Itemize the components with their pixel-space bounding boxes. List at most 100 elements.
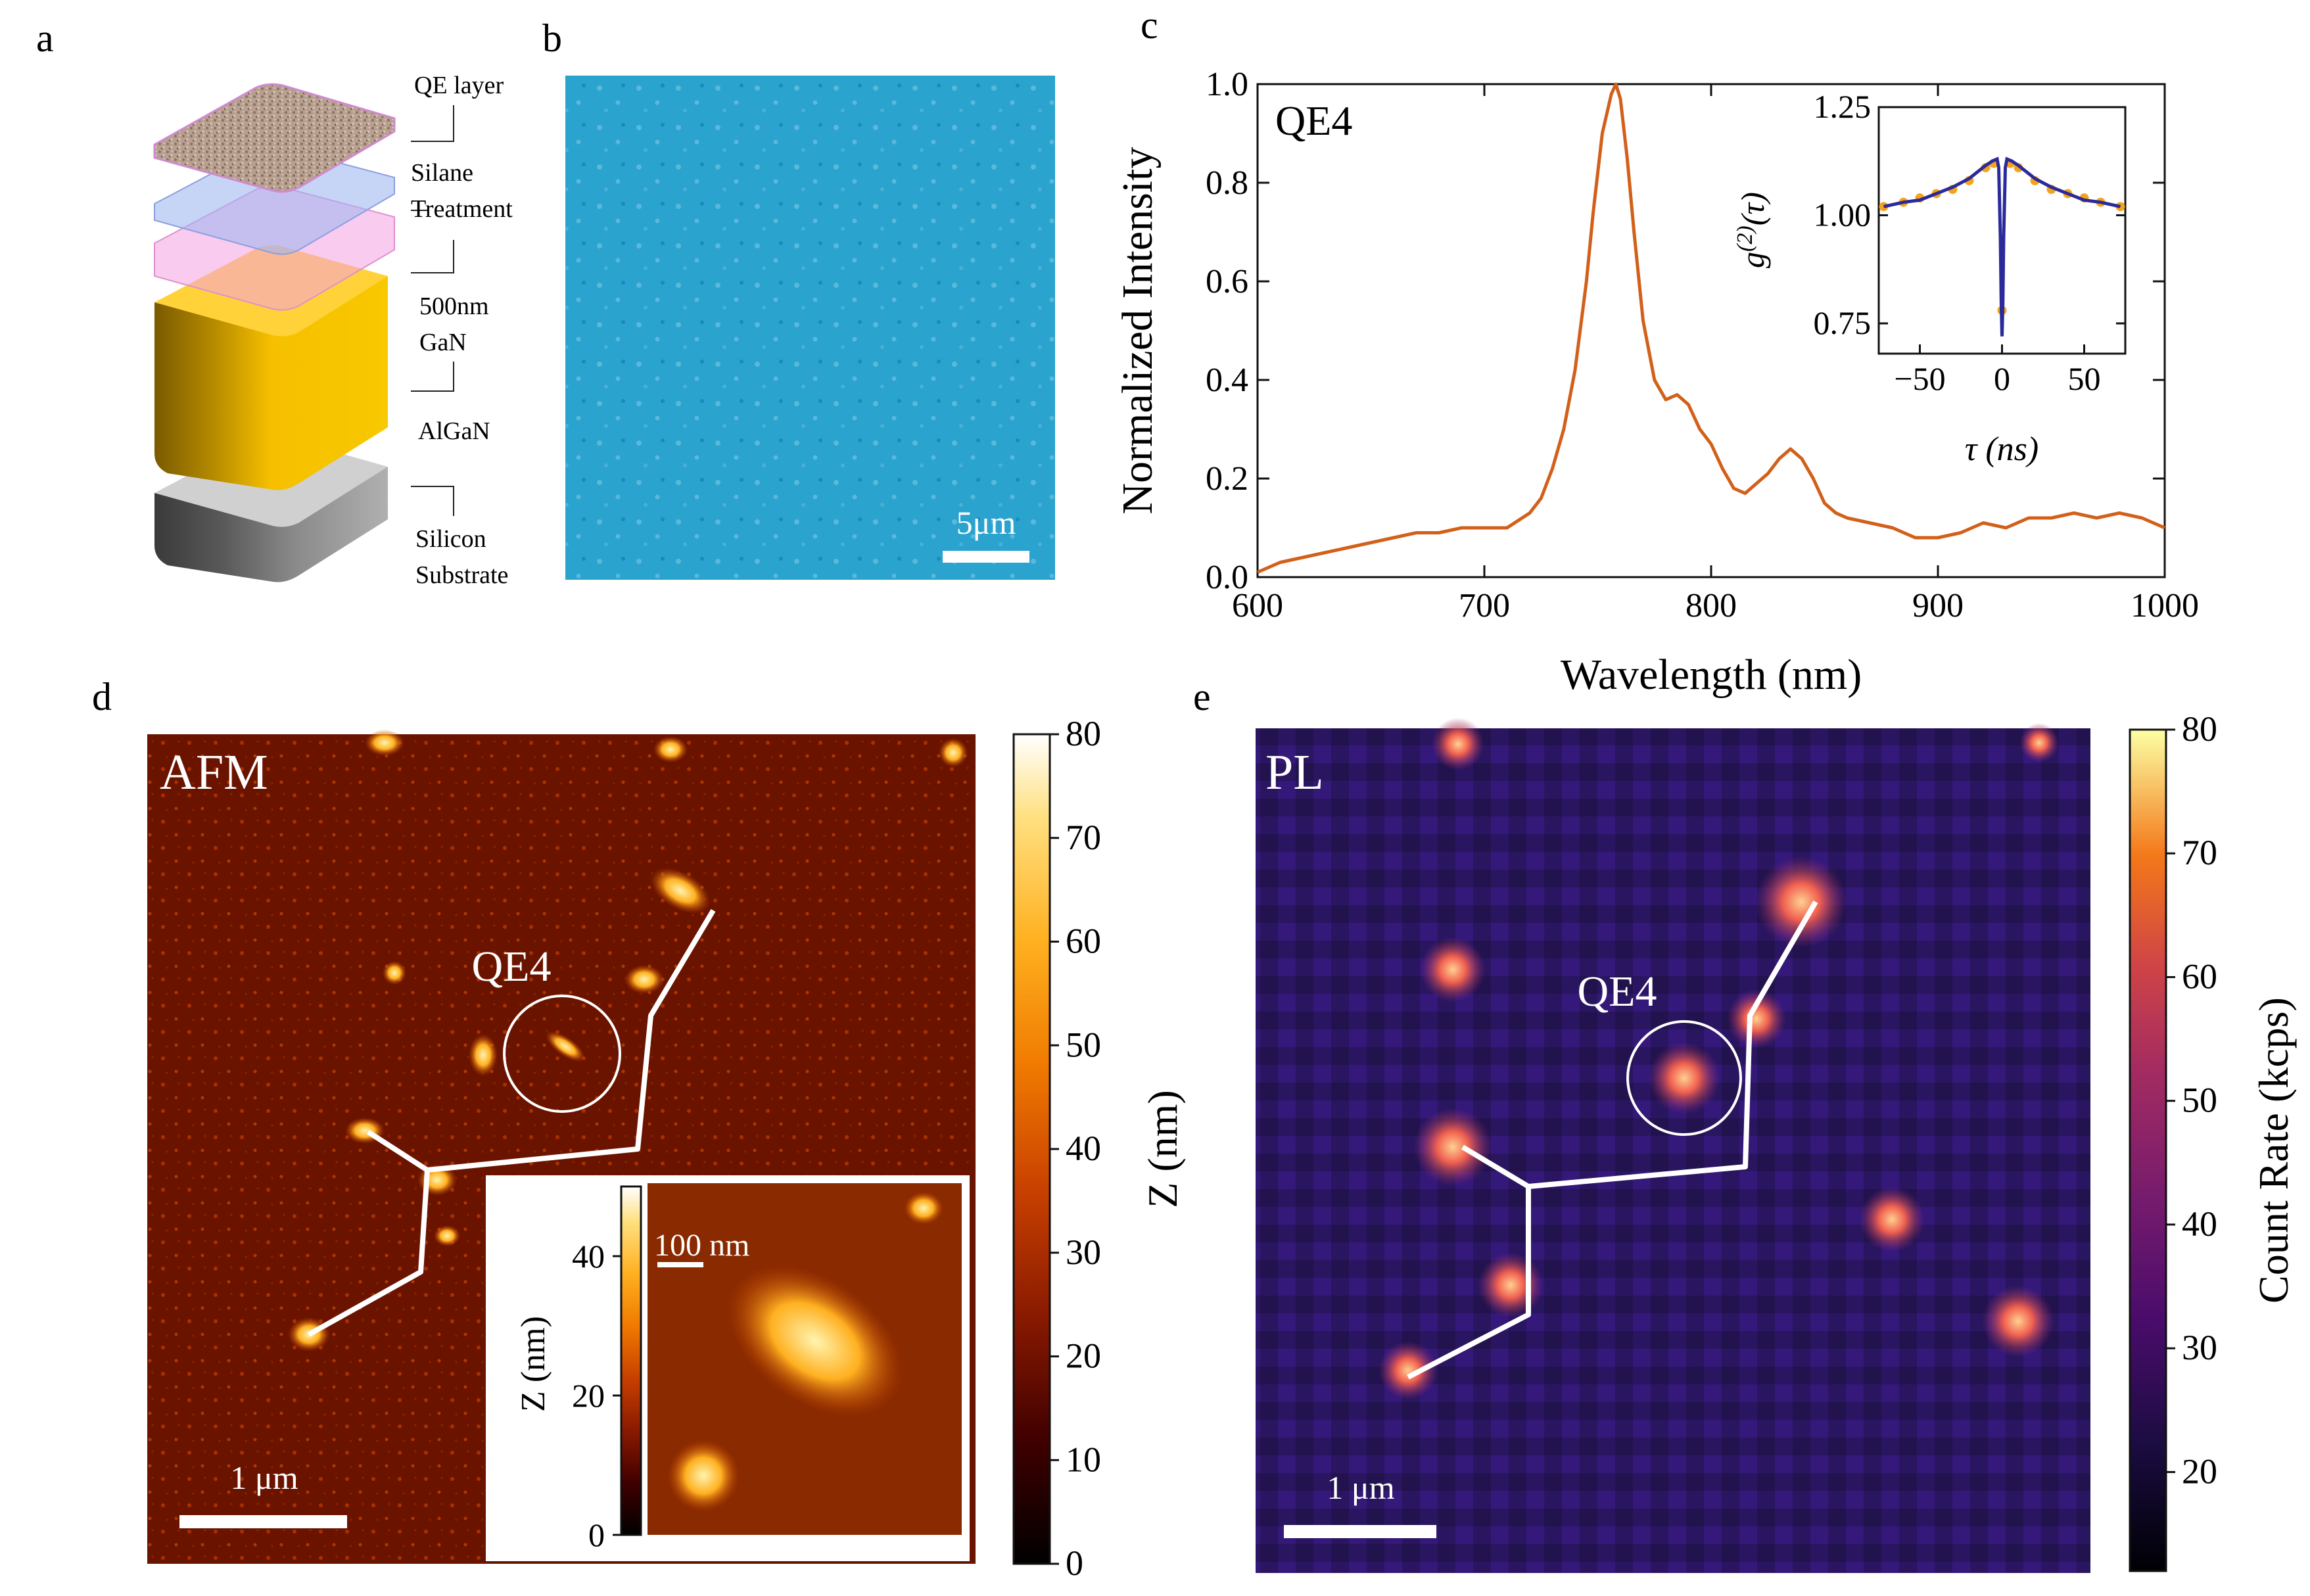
y-tick-label: 0.8 [1206, 164, 1248, 202]
afm-particle [469, 1034, 498, 1076]
inset-colorbar [620, 1185, 642, 1536]
inset-x-tick-label: 0 [1994, 360, 2010, 397]
qe4-circle-d [503, 995, 621, 1113]
afm-particle [546, 1031, 585, 1062]
inset-colorbar-label: Z (nm) [515, 1316, 552, 1412]
inset-colorbar-ticks: 0 20 40 [572, 1238, 621, 1553]
pl-spot [1432, 718, 1484, 770]
inset-y-label-sup: (2) [1733, 225, 1757, 252]
inset-scalebar [657, 1262, 703, 1267]
optical-image [565, 76, 1055, 580]
inset-scalebar-label: 100 nm [654, 1228, 749, 1263]
inset-y-label-arg: (τ) [1734, 192, 1771, 225]
afm-particle [625, 965, 664, 994]
afm-colorbar-ticks: 0 10 20 30 40 50 60 70 80 [1050, 714, 1101, 1583]
x-ticks: 600 700 800 900 1000 [1232, 84, 2199, 624]
inset-x-label: τ (ns) [1965, 431, 2039, 468]
afm-inset-particle [726, 1264, 904, 1418]
afm-path-branch [366, 1129, 429, 1173]
x-tick-label: 800 [1685, 587, 1737, 624]
g2-point [1879, 202, 1889, 212]
afm-particle [365, 730, 404, 756]
label-silane: Silane Treatment [411, 159, 513, 223]
colorbar-tick-label: 0 [1066, 1543, 1083, 1583]
label-silane-line1: Silane [411, 159, 473, 187]
y-tick-label: 0.6 [1206, 263, 1248, 300]
g2-point [2115, 202, 2125, 212]
afm-colorbar-label: Z (nm) [1139, 1090, 1186, 1208]
pl-spot [1982, 1285, 2054, 1357]
colorbar-tick-label: 60 [2182, 956, 2217, 996]
pl-spot [1379, 1341, 1438, 1400]
label-gan: 500nm GaN [419, 293, 489, 356]
pl-colorbar [2129, 728, 2167, 1572]
x-tick-label: 900 [1912, 587, 1964, 624]
colorbar-tick-label: 70 [2182, 833, 2217, 872]
inset-ticks: −50 0 50 0.75 1.00 1.25 [1814, 88, 2125, 397]
colorbar-tick-label: 80 [2182, 709, 2217, 749]
y-tick-label: 0.0 [1206, 559, 1248, 596]
qe4-label-d: QE4 [472, 943, 552, 991]
pl-image [1256, 728, 2090, 1573]
pl-spot [1478, 1252, 1544, 1318]
qe-layer [153, 83, 396, 193]
pl-spot [1413, 1108, 1492, 1186]
label-algan: AlGaN [418, 417, 490, 445]
pl-spot [1420, 937, 1486, 1002]
pl-colorbar-ticks: 20 30 40 50 60 70 80 [2166, 709, 2217, 1491]
panel-label-b: b [542, 16, 562, 60]
colorbar-tick-label: 20 [2182, 1451, 2217, 1491]
leader-line [411, 240, 454, 273]
colorbar-tick-label: 10 [1066, 1440, 1101, 1479]
colorbar-tick-label: 30 [2182, 1328, 2217, 1367]
afm-path-line [308, 908, 716, 1337]
x-tick-label: 700 [1459, 587, 1510, 624]
spectrum-line [1257, 82, 2165, 574]
colorbar-tick-label: 40 [2182, 1204, 2217, 1244]
x-tick-label: 600 [1232, 587, 1283, 624]
y-tick-label: 0.4 [1206, 362, 1248, 399]
colorbar-tick-label: 70 [1066, 818, 1101, 857]
pl-path-line [1407, 900, 1818, 1380]
afm-particle [939, 738, 968, 767]
pl-spot [2019, 723, 2059, 763]
qe4-circle-e [1626, 1020, 1742, 1136]
afm-particle [434, 1225, 460, 1246]
scalebar-b-label: 5μm [956, 504, 1016, 541]
x-tick-label: 1000 [2131, 587, 2199, 624]
label-silicon-line2: Substrate [415, 561, 508, 589]
optical-image-panel: 5μm [565, 76, 1055, 580]
colorbar-tick-label: 50 [1066, 1025, 1101, 1064]
pl-spot [1648, 1042, 1720, 1114]
chart-tag: QE4 [1275, 97, 1352, 144]
label-qe-layer: QE layer [414, 72, 504, 99]
inset-colorbar-tick-label: 20 [572, 1377, 605, 1414]
panel-label-d: d [92, 675, 112, 718]
label-silicon: Silicon Substrate [415, 525, 508, 589]
inset-colorbar-tick-label: 0 [588, 1516, 605, 1553]
inset-x-tick-label: −50 [1894, 360, 1945, 397]
pl-spot [1755, 856, 1847, 948]
colorbar-tick-label: 50 [2182, 1081, 2217, 1120]
inset-y-label: g(2)(τ) [1733, 192, 1771, 268]
inset-colorbar-tick-label: 40 [572, 1238, 605, 1275]
pl-panel: QE4 PL 1 μm 20 30 40 50 60 70 80 Count Rate (k… [1256, 709, 2297, 1573]
label-silicon-line1: Silicon [415, 525, 486, 553]
pl-tag: PL [1265, 745, 1324, 800]
leader-line [411, 486, 454, 516]
y-tick-label: 1.0 [1206, 66, 1248, 103]
pl-path-branch [1461, 1144, 1530, 1189]
pl-spot [1859, 1186, 1925, 1252]
pl-colorbar-label: Count Rate (kcps) [2250, 997, 2297, 1303]
g2-fit-line [1883, 156, 2121, 337]
label-gan-line1: 500nm [419, 293, 489, 320]
afm-particle [653, 736, 688, 763]
afm-panel: QE4 AFM 1 μm 100 nm 0 20 40 Z (nm) 0 10 20 30… [147, 714, 1186, 1583]
colorbar-tick-label: 20 [1066, 1336, 1101, 1376]
y-axis-label: Normalized Intensity [1114, 147, 1162, 514]
afm-tag: AFM [160, 745, 268, 800]
scalebar-d [179, 1515, 347, 1528]
qe4-label-e: QE4 [1578, 968, 1657, 1016]
y-ticks: 0.0 0.2 0.4 0.6 0.8 1.0 [1206, 66, 2165, 596]
